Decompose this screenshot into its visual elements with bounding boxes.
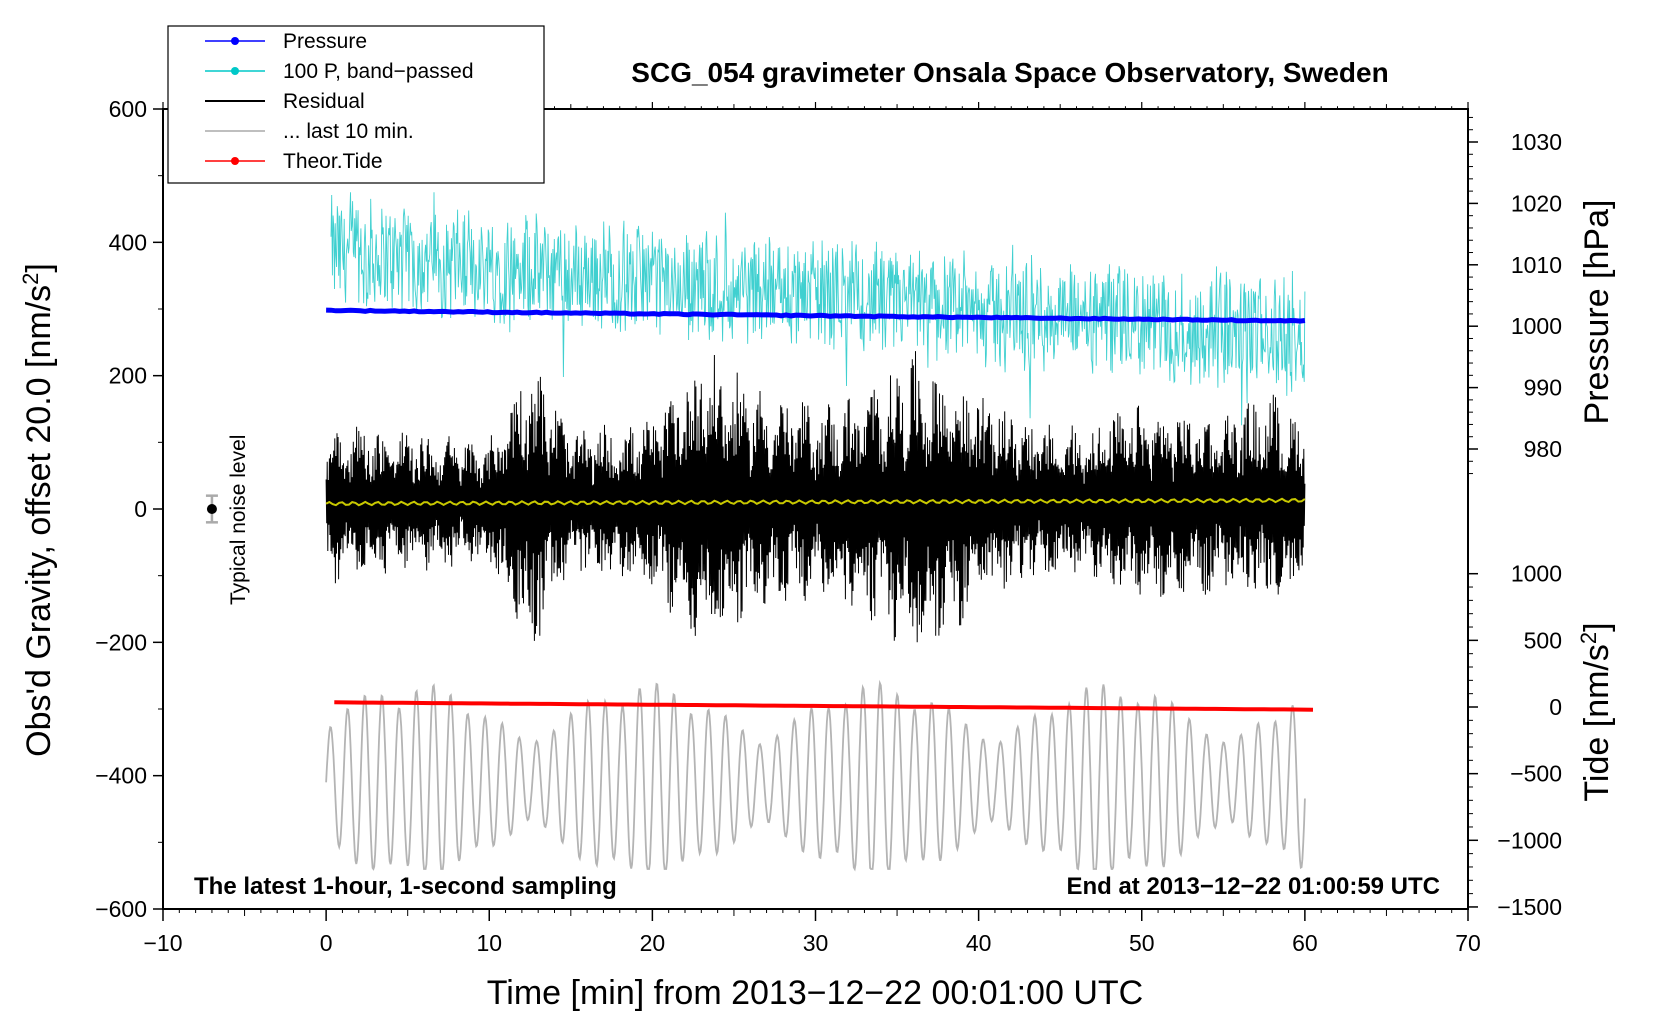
x-tick-label: 50 — [1129, 930, 1155, 956]
legend-box — [167, 25, 545, 184]
noise-label: Typical noise level — [227, 435, 250, 605]
residual-smoothed-line — [325, 497, 1306, 507]
tide-tick-label: 0 — [1549, 694, 1562, 720]
tide-tick-label: 1000 — [1511, 561, 1562, 587]
legend-label-4: Theor.Tide — [283, 150, 383, 173]
theoretical-tide-line — [334, 700, 1314, 712]
last-10-min-line — [325, 679, 1306, 872]
y-axis-right-pressure-title: Pressure [hPa] — [1578, 200, 1616, 425]
bandpassed-pressure-line — [330, 192, 1306, 426]
x-axis-title: Time [min] from 2013−12−22 00:01:00 UTC — [487, 974, 1143, 1012]
y-left-tick-label: −600 — [95, 896, 147, 922]
legend-marker-1 — [231, 67, 239, 75]
tide-title-end: ] — [1578, 622, 1616, 631]
x-tick-label: 60 — [1292, 930, 1318, 956]
y-left-title-sup: 2 — [18, 273, 43, 285]
tide-tick-label: −500 — [1510, 761, 1562, 787]
legend-marker-0 — [231, 37, 239, 45]
bottom-right-note: End at 2013−12−22 01:00:59 UTC — [1066, 873, 1440, 900]
y-left-tick-label: 0 — [134, 496, 147, 522]
x-tick-label: 40 — [966, 930, 992, 956]
y-left-tick-label: −200 — [95, 629, 147, 655]
pressure-tick-label: 1010 — [1511, 252, 1562, 278]
y-left-tick-label: 200 — [109, 363, 147, 389]
pressure-tick-label: 1020 — [1511, 190, 1562, 216]
pressure-tick-label: 990 — [1524, 375, 1562, 401]
noise-dot — [206, 504, 217, 514]
tide-tick-label: −1500 — [1497, 894, 1562, 920]
legend-label-2: Residual — [283, 90, 365, 113]
y-left-tick-label: 600 — [109, 96, 147, 122]
pressure-line — [326, 307, 1306, 324]
plot-frame — [162, 108, 1469, 910]
noise-marker — [205, 494, 218, 524]
x-tick-label: 20 — [640, 930, 666, 956]
residual-line — [325, 351, 1306, 643]
tide-title-main: Tide [nm/s — [1578, 644, 1616, 801]
y-axis-left-title: Obs'd Gravity, offset 20.0 [nm/s2] — [18, 263, 59, 757]
y-left-title-end: ] — [20, 263, 58, 272]
tide-title-sup: 2 — [1576, 632, 1601, 644]
legend-label-3: ... last 10 min. — [283, 120, 414, 143]
x-tick-label: 10 — [476, 930, 502, 956]
legend-label-0: Pressure — [283, 30, 367, 53]
pressure-tick-label: 1000 — [1511, 313, 1562, 339]
x-tick-label: 30 — [803, 930, 829, 956]
legend-items: Pressure 100 P, band−passed Residual ... la… — [205, 30, 474, 173]
y-left-tick-label: −400 — [95, 763, 147, 789]
y-left-tick-label: 400 — [109, 229, 147, 255]
tide-tick-label: −1000 — [1497, 827, 1562, 853]
tide-tick-label: 500 — [1524, 627, 1562, 653]
bottom-left-note: The latest 1-hour, 1-second sampling — [194, 873, 617, 900]
chart-title: SCG_054 gravimeter Onsala Space Observat… — [631, 57, 1388, 88]
pressure-tick-label: 1030 — [1511, 129, 1562, 155]
legend-marker-4 — [231, 157, 239, 165]
series-layer — [325, 192, 1314, 872]
x-tick-label: −10 — [143, 930, 182, 956]
legend-label-1: 100 P, band−passed — [283, 60, 474, 83]
y-left-title-main: Obs'd Gravity, offset 20.0 [nm/s — [20, 285, 58, 757]
y-axis-right-tide-title: Tide [nm/s2] — [1576, 622, 1617, 801]
x-tick-label: 70 — [1455, 930, 1481, 956]
x-tick-label: 0 — [320, 930, 333, 956]
legend: Pressure 100 P, band−passed Residual ... la… — [167, 25, 545, 184]
tick-label-layer: −10 0 10 20 30 40 50 60 70−600−400−2000200400600… — [95, 96, 1562, 956]
pressure-tick-label: 980 — [1524, 436, 1562, 462]
